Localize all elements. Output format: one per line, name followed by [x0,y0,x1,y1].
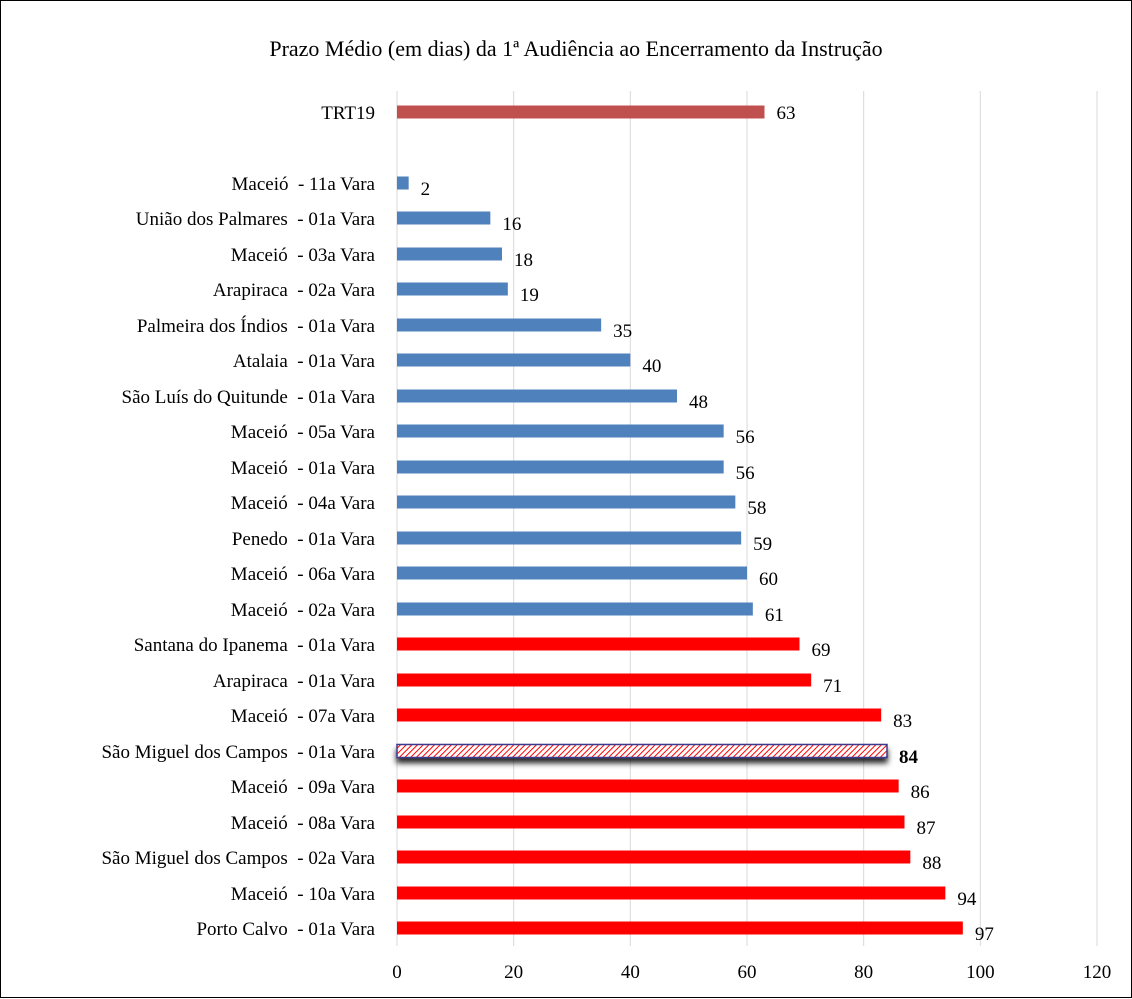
value-label: 63 [777,103,796,124]
bar [397,247,502,261]
value-label: 71 [823,676,842,697]
category-label: São Luís do Quitunde - 01a Vara [122,387,376,408]
category-label: Penedo - 01a Vara [232,529,376,550]
bar [397,531,742,545]
bar [397,815,905,829]
bar [397,495,736,509]
category-label: Arapiraca - 02a Vara [213,280,376,301]
bar [397,850,911,864]
bar [397,637,800,651]
bar [397,353,631,367]
value-label: 18 [514,250,533,271]
value-label: 56 [736,427,755,448]
category-label: Maceió - 03a Vara [231,245,376,266]
value-label: 61 [765,605,784,626]
value-label: 94 [957,889,977,910]
category-label: Maceió - 02a Vara [231,600,376,621]
category-label: Atalaia - 01a Vara [233,351,376,372]
bar [396,743,888,759]
category-label: União dos Palmares - 01a Vara [136,209,376,230]
value-label: 48 [689,392,708,413]
bar [397,921,963,935]
category-label: Palmeira dos Índios - 01a Vara [137,315,376,337]
bar [397,602,753,616]
value-label: 97 [975,924,994,945]
category-label: Porto Calvo - 01a Vara [196,919,375,940]
bar [397,211,491,225]
category-label: Maceió - 07a Vara [231,706,376,727]
chart-title: Prazo Médio (em dias) da 1ª Audiência ao… [269,36,882,61]
bar [397,708,882,722]
value-label: 58 [747,498,766,519]
value-label: 19 [520,285,539,306]
bar [397,282,508,296]
bar [397,460,724,474]
category-label: Maceió - 09a Vara [231,777,376,798]
category-label: São Miguel dos Campos - 01a Vara [101,742,375,763]
x-tick-label: 60 [738,962,757,983]
value-label: 56 [736,463,755,484]
bar [397,566,747,580]
x-tick-label: 0 [392,962,402,983]
category-label: Santana do Ipanema - 01a Vara [134,635,376,656]
category-label: Arapiraca - 01a Vara [213,671,376,692]
value-label: 16 [502,214,521,235]
x-tick-label: 20 [504,962,523,983]
bar [397,105,765,119]
value-label: 86 [911,782,930,803]
value-label: 69 [812,640,831,661]
bar [397,176,409,190]
category-label: Maceió - 10a Vara [231,884,376,905]
value-label: 87 [917,818,936,839]
bar [397,424,724,438]
value-label: 2 [421,179,431,200]
bar [397,318,602,332]
category-label: Maceió - 06a Vara [231,564,376,585]
bar [397,779,899,793]
value-label: 35 [613,321,632,342]
bar [397,886,946,900]
category-label: TRT19 [321,103,375,124]
value-label: 40 [642,356,661,377]
x-tick-label: 120 [1083,962,1112,983]
value-label: 59 [753,534,772,555]
x-tick-label: 40 [621,962,640,983]
value-label: 84 [899,747,919,768]
category-label: Maceió - 11a Vara [232,174,376,195]
value-label: 60 [759,569,778,590]
x-tick-label: 100 [966,962,995,983]
category-label: Maceió - 04a Vara [231,493,376,514]
category-label: Maceió - 01a Vara [231,458,376,479]
category-label: São Miguel dos Campos - 02a Vara [101,848,375,869]
value-label: 83 [893,711,912,732]
category-label: Maceió - 08a Vara [231,813,376,834]
category-label: Maceió - 05a Vara [231,422,376,443]
value-label: 88 [922,853,941,874]
bar [397,389,677,403]
bar [397,673,812,687]
x-tick-label: 80 [854,962,873,983]
